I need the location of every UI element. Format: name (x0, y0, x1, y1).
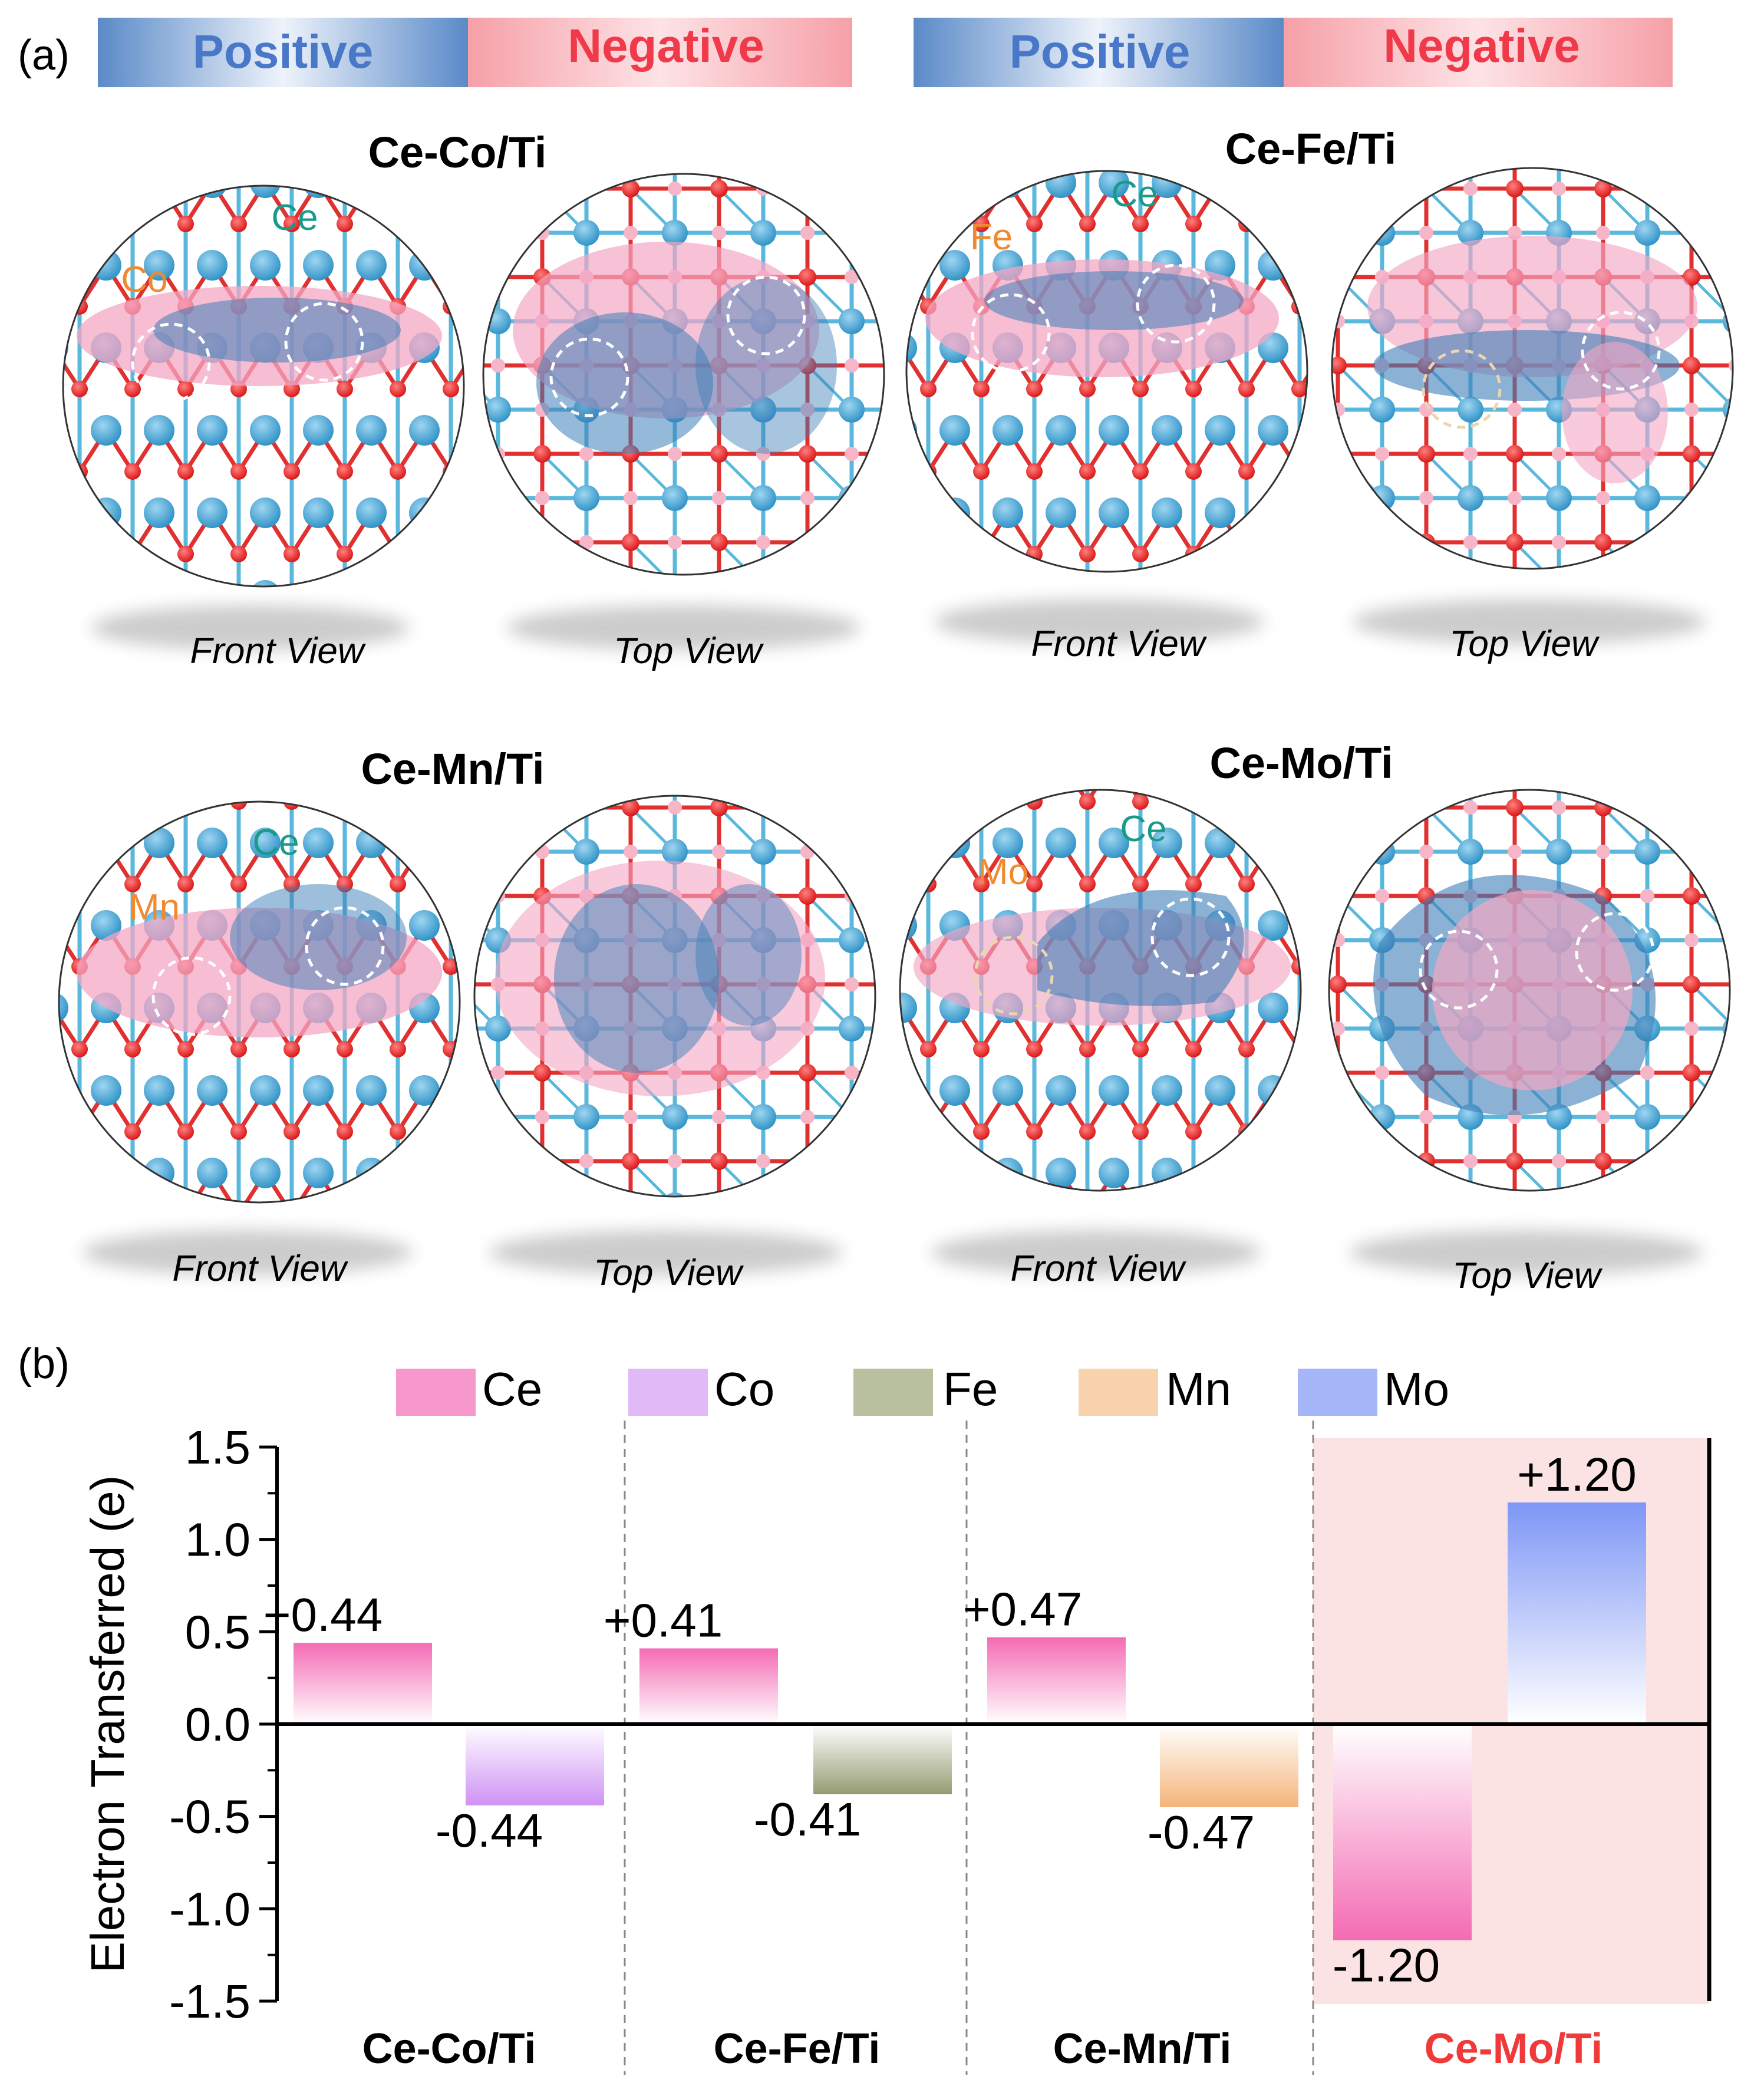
system-ce-fe-ti: Ce-Fe/Ti Fe Ce Front View Top V (905, 124, 1734, 664)
system-title: Ce-Mo/Ti (1209, 739, 1393, 787)
bar-ce-mn-ti-ce (987, 1637, 1126, 1724)
front-view-label: Front View (172, 1248, 348, 1289)
bar-ce-fe-ti-ce (639, 1648, 778, 1724)
category-label: Ce-Fe/Ti (714, 2025, 881, 2072)
positive-swatch (98, 18, 468, 87)
panel-a: (a) Positive Negative Positive Negative … (18, 18, 1734, 1296)
y-tick-label: 0.0 (185, 1698, 250, 1751)
top-view-fe (1331, 167, 1734, 570)
bar-ce-mn-ti-mn (1160, 1724, 1298, 1807)
panel-b-label: (b) (18, 1340, 70, 1388)
front-view-mn: Mn Ce (58, 800, 461, 1204)
front-view-label: Front View (1031, 624, 1207, 664)
data-label: +0.41 (604, 1594, 723, 1647)
legend-swatch-fe (853, 1369, 933, 1416)
data-label: +0.44 (263, 1589, 383, 1641)
bar-ce-mo-ti-ce (1333, 1724, 1472, 1940)
ce-label: Ce (271, 197, 318, 238)
top-view-label: Top View (1449, 624, 1600, 664)
panel-b: (b) +0.44-0.44+0.41-0.41+0.47-0.47-1.20+… (18, 1340, 1712, 2075)
y-tick-label: 1.0 (185, 1514, 250, 1566)
front-view-label: Front View (190, 631, 366, 671)
positive-swatch-2 (914, 18, 1284, 87)
data-label: -0.47 (1148, 1806, 1255, 1858)
category-label: Ce-Co/Ti (362, 2025, 536, 2072)
category-label: Ce-Mn/Ti (1053, 2025, 1232, 2072)
y-tick-label: -0.5 (169, 1791, 250, 1843)
top-view-mo (1328, 789, 1731, 1192)
front-view-fe: Fe Ce (905, 170, 1308, 573)
data-label: -1.20 (1333, 1939, 1440, 1992)
dopant-label: Co (121, 259, 167, 300)
data-label: +0.47 (963, 1583, 1082, 1636)
front-view-co: Co Ce (62, 184, 465, 588)
system-ce-mo-ti: Ce-Mo/Ti Mo Ce Front View Top View (899, 739, 1731, 1296)
dopant-label: Mo (978, 852, 1028, 892)
system-ce-mn-ti: Ce-Mn/Ti Mn Ce Front View Top View (58, 744, 876, 1293)
y-tick-label: -1.0 (169, 1883, 250, 1935)
panel-a-label: (a) (18, 32, 70, 79)
front-view-mo: Mo Ce (899, 789, 1302, 1192)
negative-label: Negative (568, 19, 764, 72)
system-title: Ce-Mn/Ti (361, 744, 544, 793)
bar-chart: +0.44 -0.44 +0.41 -0.41 +0.47 -0.47 -1.20 +1.20… (81, 1363, 1712, 2075)
top-view-label: Top View (594, 1253, 744, 1293)
legend-label-fe: Fe (943, 1363, 998, 1415)
legend-label-mn: Mn (1166, 1363, 1231, 1415)
system-title: Ce-Co/Ti (368, 128, 547, 177)
legend-swatch-mn (1079, 1369, 1158, 1416)
dopant-label: Fe (970, 217, 1013, 258)
front-view-label: Front View (1010, 1248, 1186, 1289)
negative-label-2: Negative (1383, 19, 1580, 72)
positive-label: Positive (193, 25, 374, 78)
bar-ce-fe-ti-fe (813, 1724, 952, 1795)
top-view-co (482, 173, 885, 576)
charge-legend-right: Positive Negative (914, 18, 1673, 87)
legend-label-co: Co (714, 1363, 774, 1415)
top-view-label: Top View (1452, 1255, 1603, 1296)
y-tick-label: 1.5 (185, 1421, 250, 1474)
data-label: -0.41 (754, 1793, 861, 1846)
legend-label-ce: Ce (482, 1363, 542, 1415)
system-title: Ce-Fe/Ti (1225, 124, 1397, 173)
legend-swatch-ce (396, 1369, 476, 1416)
ce-label: Ce (252, 822, 299, 863)
positive-label-2: Positive (1010, 25, 1191, 78)
y-tick-label: 0.5 (185, 1606, 250, 1658)
category-label: Ce-Mo/Ti (1425, 2025, 1603, 2072)
ce-label: Ce (1120, 809, 1166, 849)
top-view-mn (473, 795, 876, 1198)
y-tick-label: -1.5 (169, 1975, 250, 2028)
data-label: +1.20 (1517, 1448, 1636, 1501)
dopant-label: Mn (129, 887, 180, 928)
bar-ce-co-ti-co (466, 1724, 604, 1805)
legend-swatch-co (628, 1369, 708, 1416)
legend-swatch-mo (1298, 1369, 1377, 1416)
system-ce-co-ti: Ce-Co/Ti Co Ce Front View Top V (62, 128, 885, 671)
bar-ce-co-ti-ce (294, 1643, 432, 1724)
ce-label: Ce (1111, 174, 1158, 215)
negative-swatch-2 (1284, 18, 1673, 87)
top-view-label: Top View (614, 631, 764, 671)
data-label: -0.44 (436, 1804, 543, 1857)
charge-legend-left: Positive Negative (98, 18, 852, 87)
legend-label-mo: Mo (1384, 1363, 1449, 1415)
y-axis-title: Electron Transferred (e) (81, 1475, 134, 1973)
bar-ce-mo-ti-mo (1508, 1502, 1646, 1724)
negative-swatch (468, 18, 852, 87)
